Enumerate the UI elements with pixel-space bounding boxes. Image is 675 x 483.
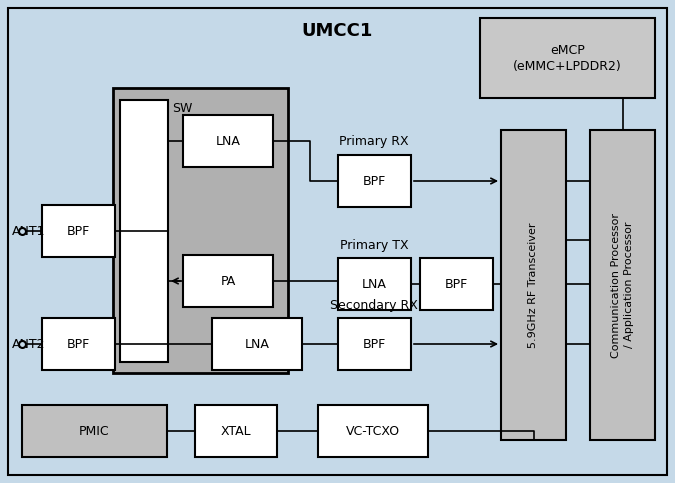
Text: BPF: BPF bbox=[445, 278, 468, 290]
Bar bbox=[338, 258, 411, 310]
Bar bbox=[212, 318, 302, 370]
Text: eMCP
(eMMC+LPDDR2): eMCP (eMMC+LPDDR2) bbox=[513, 43, 622, 72]
Text: ANT1: ANT1 bbox=[12, 225, 45, 238]
Bar bbox=[338, 155, 411, 207]
Text: BPF: BPF bbox=[363, 174, 386, 187]
Text: PMIC: PMIC bbox=[79, 425, 110, 438]
Bar bbox=[22, 405, 167, 457]
Text: VC-TCXO: VC-TCXO bbox=[346, 425, 400, 438]
Bar bbox=[420, 258, 493, 310]
Text: UMCC1: UMCC1 bbox=[302, 22, 373, 40]
Bar bbox=[120, 100, 168, 362]
Bar bbox=[183, 255, 273, 307]
Text: ANT2: ANT2 bbox=[12, 338, 45, 351]
Text: BPF: BPF bbox=[67, 225, 90, 238]
Text: 5.9GHz RF Transceiver: 5.9GHz RF Transceiver bbox=[529, 222, 539, 348]
Bar bbox=[183, 115, 273, 167]
Bar bbox=[338, 318, 411, 370]
Text: LNA: LNA bbox=[244, 338, 269, 351]
Text: Primary RX: Primary RX bbox=[340, 135, 409, 148]
Bar bbox=[195, 405, 277, 457]
Bar bbox=[42, 205, 115, 257]
Bar bbox=[501, 130, 566, 440]
Text: BPF: BPF bbox=[363, 338, 386, 351]
Text: Primary TX: Primary TX bbox=[340, 239, 408, 252]
Text: BPF: BPF bbox=[67, 338, 90, 351]
Bar bbox=[113, 88, 288, 373]
Text: XTAL: XTAL bbox=[221, 425, 251, 438]
Text: LNA: LNA bbox=[362, 278, 387, 290]
Text: LNA: LNA bbox=[215, 134, 240, 147]
Text: Secondary RX: Secondary RX bbox=[330, 299, 418, 312]
Bar bbox=[42, 318, 115, 370]
Bar bbox=[590, 130, 655, 440]
Bar bbox=[318, 405, 428, 457]
Text: PA: PA bbox=[220, 274, 236, 287]
Bar bbox=[480, 18, 655, 98]
Text: SW: SW bbox=[172, 102, 192, 115]
Text: Communication Processor
/ Application Processor: Communication Processor / Application Pr… bbox=[612, 213, 634, 357]
